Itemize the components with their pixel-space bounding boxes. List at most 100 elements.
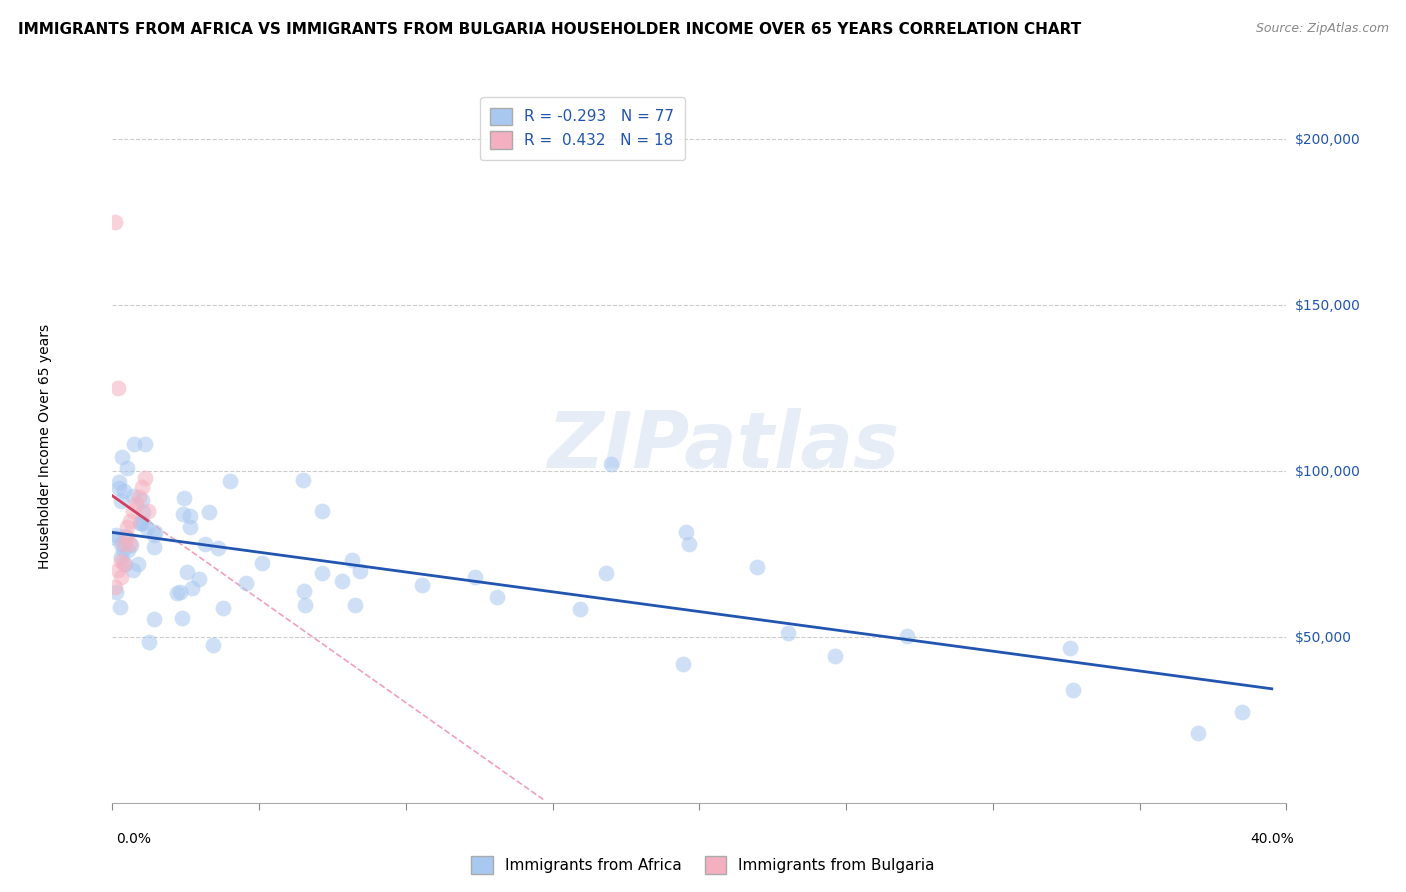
Point: [120, 514, 142, 528]
Point: [595, 566, 617, 580]
Point: [110, 553, 132, 567]
Point: [173, 491, 195, 505]
Point: [105, 585, 128, 599]
Point: [132, 516, 155, 530]
Point: [107, 381, 129, 395]
Point: [129, 516, 152, 530]
Point: [134, 437, 156, 451]
Point: [115, 520, 138, 534]
Point: [824, 648, 846, 663]
Point: [342, 553, 364, 567]
Point: [776, 625, 799, 640]
Point: [212, 601, 235, 615]
Point: [292, 584, 315, 599]
Point: [131, 493, 153, 508]
Point: [291, 473, 314, 487]
Point: [294, 598, 316, 612]
Point: [1059, 641, 1081, 656]
Point: [112, 483, 135, 498]
Point: [108, 600, 131, 615]
Point: [142, 528, 165, 542]
Point: [411, 577, 433, 591]
Point: [675, 524, 697, 539]
Point: [129, 516, 152, 531]
Point: [107, 481, 129, 495]
Point: [600, 457, 623, 471]
Point: [219, 475, 242, 489]
Point: [179, 520, 201, 534]
Point: [311, 566, 333, 580]
Text: IMMIGRANTS FROM AFRICA VS IMMIGRANTS FROM BULGARIA HOUSEHOLDER INCOME OVER 65 YE: IMMIGRANTS FROM AFRICA VS IMMIGRANTS FRO…: [18, 22, 1081, 37]
Point: [330, 574, 353, 589]
Point: [896, 629, 918, 643]
Point: [105, 531, 128, 545]
Point: [343, 599, 366, 613]
Point: [678, 537, 700, 551]
Point: [747, 559, 769, 574]
Legend: Immigrants from Africa, Immigrants from Bulgaria: Immigrants from Africa, Immigrants from …: [465, 850, 941, 880]
Text: ZIPatlas: ZIPatlas: [547, 408, 898, 484]
Point: [122, 563, 145, 577]
Point: [166, 586, 188, 600]
Point: [143, 524, 166, 539]
Point: [111, 450, 134, 464]
Point: [104, 215, 127, 229]
Point: [1062, 682, 1084, 697]
Point: [194, 536, 217, 550]
Point: [349, 564, 371, 578]
Point: [235, 576, 257, 591]
Point: [112, 557, 135, 571]
Point: [568, 601, 591, 615]
Text: Householder Income Over 65 years: Householder Income Over 65 years: [38, 324, 52, 568]
Point: [122, 489, 145, 503]
Point: [142, 540, 165, 554]
Point: [110, 570, 132, 584]
Point: [135, 521, 157, 535]
Point: [198, 505, 221, 519]
Point: [128, 491, 150, 505]
Point: [138, 635, 160, 649]
Point: [169, 584, 191, 599]
Point: [115, 530, 138, 544]
Point: [311, 504, 333, 518]
Point: [172, 611, 194, 625]
Point: [187, 572, 209, 586]
Point: [114, 529, 136, 543]
Point: [201, 638, 224, 652]
Legend: R = -0.293   N = 77, R =  0.432   N = 18: R = -0.293 N = 77, R = 0.432 N = 18: [479, 97, 685, 160]
Point: [110, 550, 132, 565]
Point: [143, 612, 166, 626]
Point: [131, 504, 153, 518]
Point: [464, 570, 486, 584]
Point: [134, 470, 156, 484]
Text: 0.0%: 0.0%: [117, 832, 150, 846]
Point: [207, 541, 229, 555]
Point: [112, 537, 135, 551]
Point: [127, 557, 149, 571]
Point: [250, 556, 273, 570]
Point: [117, 542, 139, 557]
Point: [120, 537, 142, 551]
Point: [172, 508, 194, 522]
Point: [136, 504, 159, 518]
Point: [120, 538, 142, 552]
Point: [105, 528, 128, 542]
Point: [104, 580, 127, 594]
Point: [1187, 726, 1209, 740]
Point: [114, 557, 136, 571]
Point: [672, 657, 695, 671]
Point: [485, 590, 508, 604]
Point: [125, 497, 148, 511]
Point: [180, 581, 202, 595]
Point: [1232, 705, 1254, 719]
Point: [122, 437, 145, 451]
Point: [122, 504, 145, 518]
Text: Source: ZipAtlas.com: Source: ZipAtlas.com: [1256, 22, 1389, 36]
Point: [176, 565, 198, 579]
Point: [110, 537, 132, 551]
Text: 40.0%: 40.0%: [1250, 832, 1295, 846]
Point: [112, 543, 135, 558]
Point: [107, 475, 129, 489]
Point: [110, 494, 132, 508]
Point: [107, 564, 129, 578]
